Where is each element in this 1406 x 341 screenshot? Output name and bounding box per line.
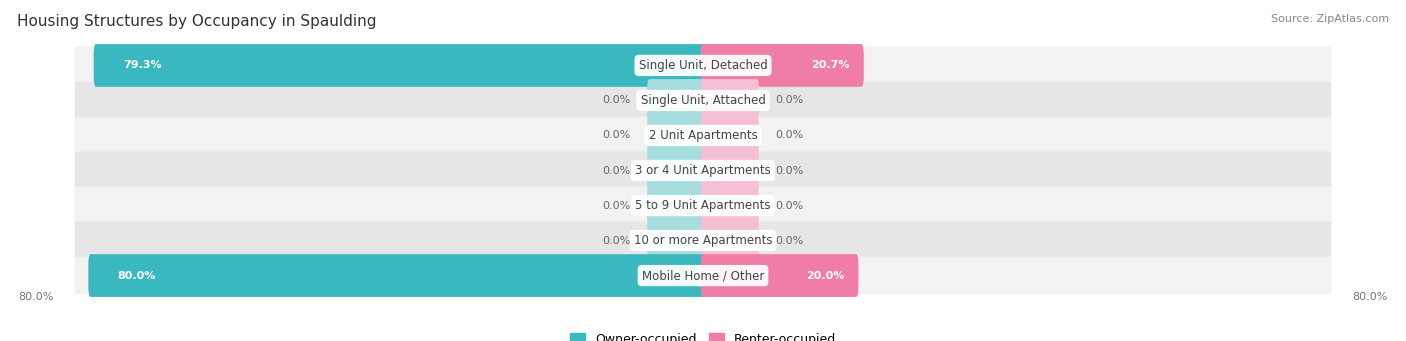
Text: 0.0%: 0.0% [776, 165, 804, 176]
Text: 20.0%: 20.0% [806, 270, 845, 281]
FancyBboxPatch shape [75, 117, 1331, 154]
FancyBboxPatch shape [700, 149, 759, 192]
FancyBboxPatch shape [700, 254, 859, 297]
FancyBboxPatch shape [647, 184, 706, 227]
FancyBboxPatch shape [700, 79, 759, 122]
FancyBboxPatch shape [94, 44, 706, 87]
Text: 3 or 4 Unit Apartments: 3 or 4 Unit Apartments [636, 164, 770, 177]
FancyBboxPatch shape [647, 149, 706, 192]
FancyBboxPatch shape [75, 257, 1331, 295]
Text: 0.0%: 0.0% [602, 95, 630, 105]
Text: 0.0%: 0.0% [776, 95, 804, 105]
Text: 10 or more Apartments: 10 or more Apartments [634, 234, 772, 247]
FancyBboxPatch shape [647, 219, 706, 262]
FancyBboxPatch shape [75, 222, 1331, 260]
Text: Single Unit, Attached: Single Unit, Attached [641, 94, 765, 107]
Text: 0.0%: 0.0% [602, 236, 630, 246]
FancyBboxPatch shape [647, 79, 706, 122]
Text: 0.0%: 0.0% [776, 131, 804, 140]
Text: 20.7%: 20.7% [811, 60, 851, 71]
Text: 0.0%: 0.0% [602, 201, 630, 210]
FancyBboxPatch shape [75, 152, 1331, 189]
FancyBboxPatch shape [89, 254, 706, 297]
FancyBboxPatch shape [700, 44, 863, 87]
FancyBboxPatch shape [700, 184, 759, 227]
Text: 0.0%: 0.0% [776, 236, 804, 246]
FancyBboxPatch shape [75, 187, 1331, 224]
FancyBboxPatch shape [75, 46, 1331, 84]
Text: 80.0%: 80.0% [18, 292, 53, 302]
Text: 80.0%: 80.0% [1353, 292, 1388, 302]
Text: Housing Structures by Occupancy in Spaulding: Housing Structures by Occupancy in Spaul… [17, 14, 377, 29]
Text: 79.3%: 79.3% [122, 60, 162, 71]
Text: 0.0%: 0.0% [602, 165, 630, 176]
Text: 0.0%: 0.0% [602, 131, 630, 140]
FancyBboxPatch shape [75, 81, 1331, 119]
Text: 0.0%: 0.0% [776, 201, 804, 210]
Text: 2 Unit Apartments: 2 Unit Apartments [648, 129, 758, 142]
Legend: Owner-occupied, Renter-occupied: Owner-occupied, Renter-occupied [565, 328, 841, 341]
Text: 80.0%: 80.0% [117, 270, 156, 281]
Text: Single Unit, Detached: Single Unit, Detached [638, 59, 768, 72]
FancyBboxPatch shape [647, 114, 706, 157]
FancyBboxPatch shape [700, 114, 759, 157]
Text: Source: ZipAtlas.com: Source: ZipAtlas.com [1271, 14, 1389, 24]
Text: 5 to 9 Unit Apartments: 5 to 9 Unit Apartments [636, 199, 770, 212]
FancyBboxPatch shape [700, 219, 759, 262]
Text: Mobile Home / Other: Mobile Home / Other [641, 269, 765, 282]
